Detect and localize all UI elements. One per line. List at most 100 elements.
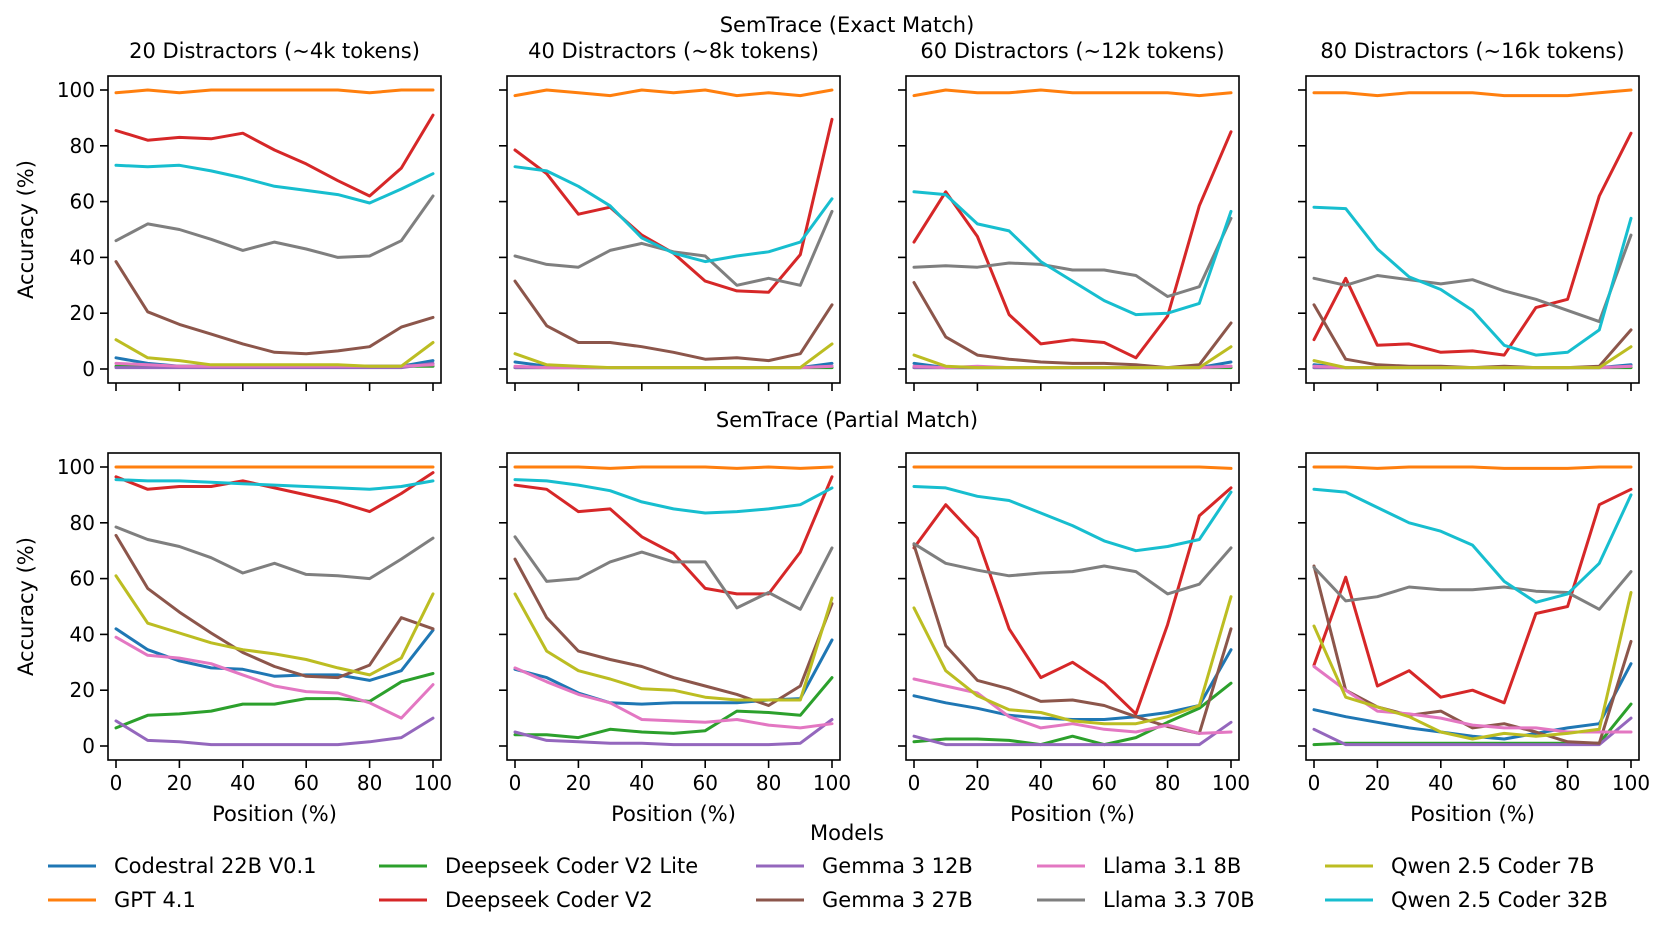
- x-tick-label: 60: [293, 771, 318, 795]
- x-tick-label: 20: [566, 771, 591, 795]
- series-line-deepseek-coder-v2: [114, 471, 435, 514]
- series-line-qwen-2-5-coder-7b: [912, 595, 1233, 726]
- legend-title: Models: [810, 821, 884, 845]
- x-tick-label: 100: [1212, 771, 1250, 795]
- partial-match-row-title: SemTrace (Partial Match): [716, 408, 978, 432]
- exact-match-row-title: SemTrace (Exact Match): [720, 13, 975, 37]
- legend-item-gpt-4-1: GPT 4.1: [48, 888, 196, 912]
- legend-label: Llama 3.1 8B: [1103, 854, 1241, 878]
- series-line-llama-3-3-70b: [912, 216, 1233, 298]
- series-line-qwen-2-5-coder-7b: [114, 574, 435, 677]
- y-tick-label: 100: [57, 455, 95, 479]
- y-tick-label: 80: [70, 134, 95, 158]
- x-tick-label: 0: [908, 771, 921, 795]
- series-line-qwen-2-5-coder-32b: [1312, 487, 1633, 604]
- series-line-gemma-3-27b: [114, 533, 435, 680]
- legend-label: Gemma 3 27B: [822, 888, 973, 912]
- y-tick-label: 40: [70, 245, 95, 269]
- x-tick-label: 80: [357, 771, 382, 795]
- x-tick-label: 40: [230, 771, 255, 795]
- series-line-gemma-3-12b: [114, 716, 435, 747]
- legend-item-llama-3-3-70b: Llama 3.3 70B: [1037, 888, 1255, 912]
- legend-label: Deepseek Coder V2 Lite: [445, 854, 698, 878]
- series-line-qwen-2-5-coder-32b: [912, 190, 1233, 317]
- legend-item-llama-3-1-8b: Llama 3.1 8B: [1037, 854, 1241, 878]
- x-axis-label: Position (%): [611, 802, 736, 826]
- panel-r1-c1: 0 20 40 60 80 100 Position (%): [499, 452, 851, 826]
- series-line-gemma-3-27b: [513, 279, 834, 363]
- series-line-codestral-22b-v0-1: [1312, 662, 1633, 741]
- legend-item-qwen-2-5-coder-32b: Qwen 2.5 Coder 32B: [1325, 888, 1608, 912]
- series-line-qwen-2-5-coder-7b: [513, 592, 834, 702]
- axes-frame: [506, 452, 841, 761]
- axes-frame: [1305, 75, 1640, 384]
- axes-frame: [905, 452, 1240, 761]
- x-tick-label: 80: [1555, 771, 1580, 795]
- series-line-llama-3-3-70b: [1312, 233, 1633, 324]
- series-line-deepseek-coder-v2-lite: [912, 681, 1233, 747]
- x-axis-label: Position (%): [212, 802, 337, 826]
- legend-label: Gemma 3 12B: [822, 854, 973, 878]
- panel-r1-c3: 0 20 40 60 80 100 Position (%): [1298, 452, 1650, 826]
- legend-item-deepseek-coder-v2: Deepseek Coder V2: [379, 888, 653, 912]
- series-line-qwen-2-5-coder-7b: [114, 338, 435, 368]
- legend-label: Codestral 22B V0.1: [114, 854, 317, 878]
- series-line-qwen-2-5-coder-7b: [912, 345, 1233, 370]
- series-line-llama-3-1-8b: [1312, 665, 1633, 734]
- panel-r1-c0: 0 20 40 60 80 100 0 20 40 60 80 100 Position (%) Accu…: [14, 452, 452, 826]
- series-line-qwen-2-5-coder-7b: [1312, 345, 1633, 370]
- y-axis-label: Accuracy (%): [14, 537, 38, 676]
- legend-label: GPT 4.1: [114, 888, 196, 912]
- y-tick-label: 80: [70, 511, 95, 535]
- x-tick-label: 40: [1028, 771, 1053, 795]
- y-tick-label: 40: [70, 622, 95, 646]
- panel-title: 60 Distractors (~12k tokens): [920, 39, 1224, 63]
- series-line-deepseek-coder-v2: [513, 475, 834, 596]
- series-line-deepseek-coder-v2: [1312, 131, 1633, 357]
- x-tick-label: 60: [1491, 771, 1516, 795]
- series-line-qwen-2-5-coder-32b: [114, 163, 435, 205]
- series-line-llama-3-3-70b: [114, 194, 435, 259]
- panel-r0-c1: 40 Distractors (~8k tokens): [499, 39, 841, 391]
- series-line-gemma-3-12b: [513, 718, 834, 747]
- series-line-qwen-2-5-coder-32b: [513, 478, 834, 515]
- legend-item-deepseek-coder-v2-lite: Deepseek Coder V2 Lite: [379, 854, 698, 878]
- x-tick-label: 80: [1155, 771, 1180, 795]
- series-line-gpt-4-1: [912, 88, 1233, 98]
- x-tick-label: 60: [692, 771, 717, 795]
- series-line-qwen-2-5-coder-32b: [114, 478, 435, 491]
- x-tick-label: 60: [1091, 771, 1116, 795]
- series-line-qwen-2-5-coder-32b: [513, 165, 834, 264]
- axes-frame: [905, 75, 1240, 384]
- legend-item-codestral-22b-v0-1: Codestral 22B V0.1: [48, 854, 317, 878]
- legend-label: Qwen 2.5 Coder 7B: [1391, 854, 1595, 878]
- series-line-gemma-3-12b: [1312, 716, 1633, 747]
- series-line-deepseek-coder-v2: [1312, 487, 1633, 705]
- legend-item-qwen-2-5-coder-7b: Qwen 2.5 Coder 7B: [1325, 854, 1595, 878]
- series-line-deepseek-coder-v2: [912, 130, 1233, 360]
- series-line-llama-3-3-70b: [1312, 565, 1633, 611]
- y-tick-label: 0: [82, 734, 95, 758]
- y-tick-label: 0: [82, 357, 95, 381]
- series-line-llama-3-1-8b: [912, 677, 1233, 735]
- panel-r0-c0: 20 Distractors (~4k tokens) 0 20 40 60 80 100 A…: [14, 39, 442, 391]
- series-line-llama-3-1-8b: [513, 666, 834, 730]
- x-tick-label: 20: [167, 771, 192, 795]
- series-line-gpt-4-1: [912, 465, 1233, 470]
- panel-title: 20 Distractors (~4k tokens): [129, 39, 420, 63]
- legend-item-gemma-3-12b: Gemma 3 12B: [756, 854, 973, 878]
- legend-label: Deepseek Coder V2: [445, 888, 653, 912]
- series-line-deepseek-coder-v2-lite: [513, 676, 834, 740]
- series-line-gemma-3-27b: [912, 281, 1233, 370]
- legend-label: Llama 3.3 70B: [1103, 888, 1255, 912]
- y-tick-label: 100: [57, 78, 95, 102]
- x-tick-label: 0: [509, 771, 522, 795]
- series-line-deepseek-coder-v2: [114, 113, 435, 198]
- panel-r0-c2: 60 Distractors (~12k tokens): [898, 39, 1240, 391]
- y-axis-label: Accuracy (%): [14, 160, 38, 299]
- legend-label: Qwen 2.5 Coder 32B: [1391, 888, 1608, 912]
- series-line-deepseek-coder-v2-lite: [114, 672, 435, 730]
- series-line-gpt-4-1: [513, 88, 834, 98]
- y-tick-label: 60: [70, 190, 95, 214]
- series-line-gpt-4-1: [1312, 465, 1633, 470]
